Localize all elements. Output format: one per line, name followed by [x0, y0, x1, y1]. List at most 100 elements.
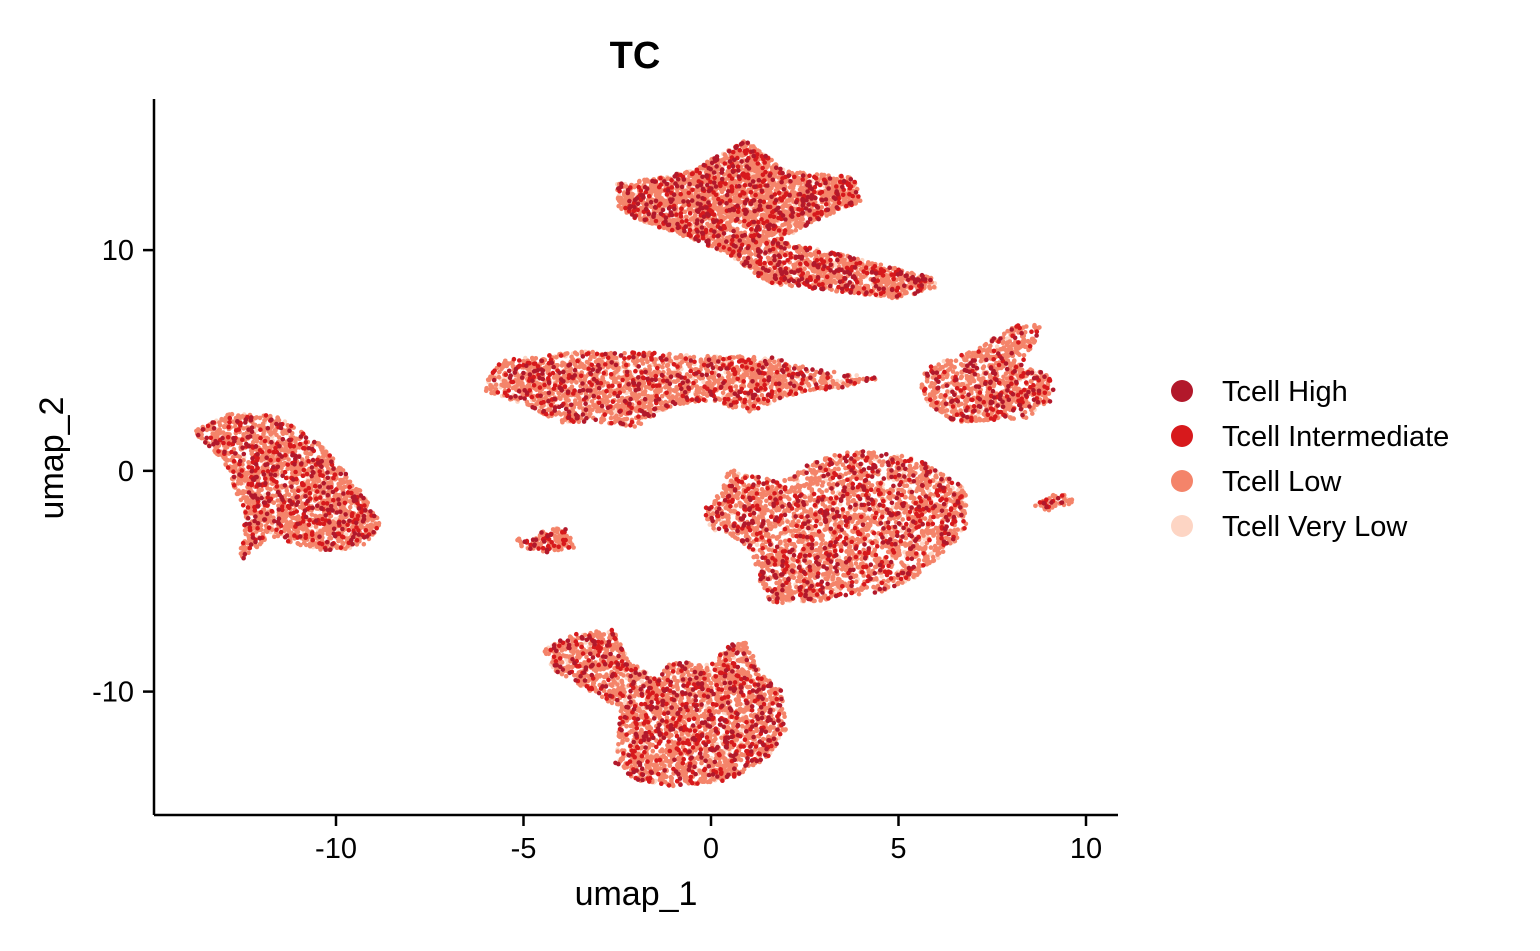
scatter-point — [612, 377, 617, 382]
scatter-point — [279, 461, 284, 467]
scatter-point — [647, 367, 653, 372]
scatter-point — [248, 510, 254, 516]
scatter-point — [238, 481, 244, 486]
scatter-point — [994, 344, 1000, 349]
scatter-point — [639, 357, 645, 363]
scatter-point — [879, 574, 884, 579]
scatter-point — [356, 487, 361, 493]
scatter-point — [771, 376, 776, 382]
scatter-point — [737, 354, 743, 359]
scatter-point — [733, 404, 739, 410]
scatter-point — [587, 411, 593, 416]
scatter-point — [655, 388, 661, 393]
scatter-point — [556, 410, 562, 415]
scatter-point — [320, 446, 325, 452]
scatter-point — [648, 394, 654, 400]
scatter-point — [496, 374, 502, 380]
scatter-point — [772, 398, 777, 403]
scatter-point — [275, 415, 280, 420]
scatter-point — [941, 358, 947, 364]
scatter-point — [569, 384, 575, 390]
scatter-point — [782, 373, 788, 379]
scatter-point — [195, 427, 201, 432]
scatter-point — [597, 357, 602, 363]
scatter-point — [627, 387, 633, 392]
scatter-point — [488, 383, 493, 388]
scatter-point — [819, 376, 825, 381]
scatter-point — [711, 381, 717, 386]
scatter-point — [343, 496, 349, 502]
scatter-point — [343, 532, 349, 537]
scatter-point — [673, 355, 678, 361]
scatter-point — [769, 367, 774, 373]
scatter-point — [515, 378, 521, 383]
scatter-point — [587, 356, 593, 362]
scatter-point — [497, 369, 502, 375]
scatter-point — [671, 379, 677, 384]
scatter-point — [580, 364, 586, 370]
scatter-point — [600, 408, 605, 413]
scatter-point — [285, 526, 290, 532]
scatter-point — [347, 504, 353, 510]
scatter-point — [637, 392, 642, 398]
scatter-point — [665, 362, 671, 368]
scatter-point — [744, 371, 750, 377]
scatter-point — [726, 370, 731, 376]
scatter-point — [275, 498, 281, 503]
scatter-point — [680, 400, 685, 405]
scatter-point — [316, 478, 322, 483]
scatter-point — [307, 543, 313, 549]
scatter-point — [561, 361, 567, 366]
scatter-point — [687, 374, 693, 379]
scatter-point — [604, 396, 609, 402]
scatter-point — [705, 368, 711, 374]
scatter-point — [666, 367, 671, 373]
scatter-point — [919, 541, 925, 546]
scatter-point — [677, 354, 683, 359]
scatter-point — [720, 390, 726, 396]
scatter-point — [257, 415, 263, 421]
scatter-point — [283, 444, 289, 449]
scatter-point — [223, 415, 228, 421]
scatter-point — [318, 528, 323, 534]
scatter-point — [236, 413, 241, 418]
scatter-point — [525, 383, 531, 389]
scatter-point — [752, 357, 757, 363]
scatter-point — [223, 457, 228, 462]
scatter-point — [761, 400, 767, 406]
scatter-point — [694, 388, 700, 394]
scatter-point — [531, 357, 537, 362]
scatter-point — [701, 391, 707, 396]
scatter-point — [280, 430, 286, 435]
scatter-point — [243, 531, 248, 537]
scatter-point — [589, 399, 595, 404]
scatter-point — [556, 395, 562, 400]
scatter-point — [614, 369, 619, 374]
scatter-point — [642, 392, 648, 397]
scatter-point — [802, 384, 807, 390]
scatter-point — [338, 514, 344, 519]
scatter-point — [493, 382, 499, 388]
scatter-points — [194, 139, 1075, 789]
scatter-point — [504, 363, 510, 369]
scatter-point — [343, 546, 348, 551]
scatter-point — [563, 396, 569, 402]
scatter-point — [241, 495, 246, 501]
scatter-point — [747, 383, 752, 389]
scatter-point — [636, 420, 641, 425]
scatter-point — [254, 439, 260, 444]
scatter-point — [831, 369, 837, 375]
scatter-point — [574, 351, 580, 357]
scatter-point — [834, 381, 839, 387]
scatter-point — [247, 499, 253, 505]
scatter-point — [301, 526, 306, 532]
scatter-point — [793, 227, 799, 233]
scatter-point — [659, 405, 664, 411]
scatter-point — [274, 432, 279, 438]
scatter-point — [368, 522, 374, 528]
scatter-point — [647, 403, 652, 408]
scatter-point — [750, 375, 755, 380]
scatter-point — [354, 542, 360, 547]
scatter-point — [599, 419, 604, 425]
scatter-point — [733, 384, 739, 389]
